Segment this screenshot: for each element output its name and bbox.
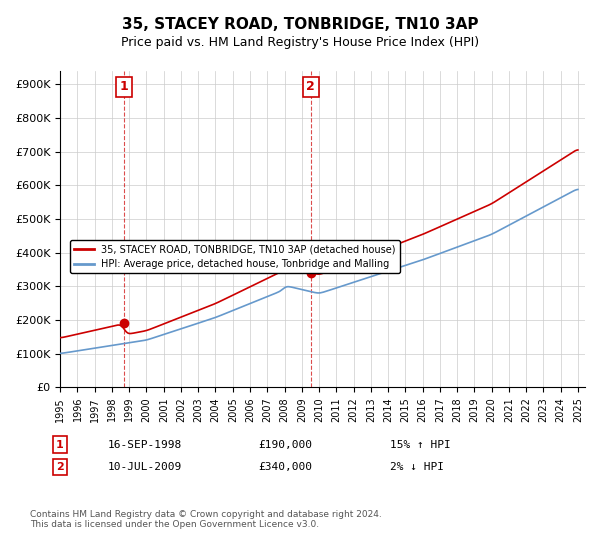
Text: 2% ↓ HPI: 2% ↓ HPI xyxy=(390,462,444,472)
Text: 35, STACEY ROAD, TONBRIDGE, TN10 3AP: 35, STACEY ROAD, TONBRIDGE, TN10 3AP xyxy=(122,17,478,32)
Text: Contains HM Land Registry data © Crown copyright and database right 2024.
This d: Contains HM Land Registry data © Crown c… xyxy=(30,510,382,529)
Text: 2: 2 xyxy=(307,81,315,94)
Text: 15% ↑ HPI: 15% ↑ HPI xyxy=(390,440,451,450)
Text: 16-SEP-1998: 16-SEP-1998 xyxy=(108,440,182,450)
Legend: 35, STACEY ROAD, TONBRIDGE, TN10 3AP (detached house), HPI: Average price, detac: 35, STACEY ROAD, TONBRIDGE, TN10 3AP (de… xyxy=(70,240,400,273)
Text: 2: 2 xyxy=(56,462,64,472)
Text: £190,000: £190,000 xyxy=(258,440,312,450)
Text: Price paid vs. HM Land Registry's House Price Index (HPI): Price paid vs. HM Land Registry's House … xyxy=(121,36,479,49)
Text: 1: 1 xyxy=(56,440,64,450)
Text: 1: 1 xyxy=(120,81,128,94)
Text: £340,000: £340,000 xyxy=(258,462,312,472)
Text: 10-JUL-2009: 10-JUL-2009 xyxy=(108,462,182,472)
